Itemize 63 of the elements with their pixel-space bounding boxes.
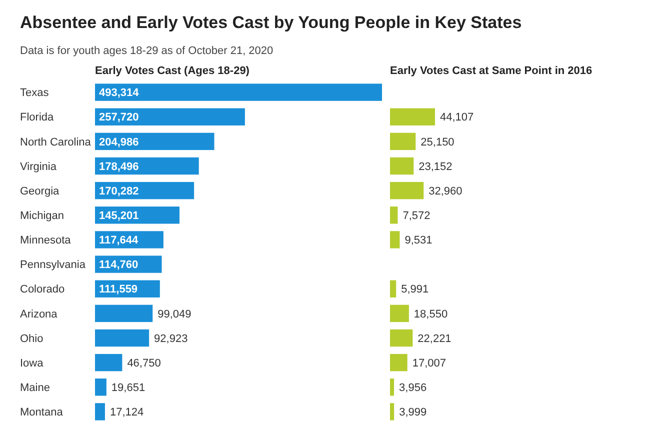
data-label: 44,107: [440, 112, 474, 124]
bar: [390, 182, 424, 200]
bar: [390, 403, 394, 420]
bar: [390, 329, 413, 347]
bar: [95, 354, 122, 372]
data-label: 3,956: [399, 382, 427, 394]
data-label: 178,496: [99, 160, 139, 173]
data-label: 117,644: [99, 234, 140, 247]
data-label: 92,923: [154, 332, 188, 345]
y-tick-label: Minnesota: [20, 234, 72, 247]
chart-title: Absentee and Early Votes Cast by Young People in Key States: [20, 13, 522, 32]
data-label: 3,999: [399, 406, 427, 419]
bar: [390, 157, 414, 175]
y-tick-label: Ohio: [20, 332, 44, 345]
bar: [95, 84, 382, 101]
data-label: 493,314: [99, 87, 140, 100]
data-label: 170,282: [99, 185, 139, 198]
bar: [95, 403, 105, 420]
data-label: 5,991: [401, 284, 429, 296]
x-axis-title: Early Votes Cast at Same Point in 2016: [390, 65, 592, 77]
data-label: 19,651: [111, 382, 146, 394]
bar: [390, 378, 394, 396]
bar: [390, 206, 398, 224]
data-label: 114,760: [99, 259, 138, 272]
y-tick-label: Virginia: [20, 160, 58, 173]
data-label: 22,221: [418, 332, 452, 345]
bar: [95, 304, 153, 322]
bar: [390, 280, 396, 298]
data-label: 23,152: [418, 160, 452, 173]
data-label: 7,572: [402, 210, 430, 222]
bar: [390, 354, 408, 372]
bar: [390, 108, 435, 126]
y-tick-label: Florida: [20, 112, 55, 124]
data-label: 32,960: [428, 185, 462, 198]
y-tick-label: Colorado: [20, 284, 65, 296]
bar: [390, 132, 416, 150]
data-label: 18,550: [414, 308, 448, 320]
data-label: 111,559: [99, 284, 138, 296]
x-axis-title: Early Votes Cast (Ages 18-29): [95, 65, 250, 77]
y-tick-label: Arizona: [20, 308, 58, 320]
y-tick-label: Georgia: [20, 185, 60, 198]
data-label: 17,007: [412, 357, 446, 370]
y-tick-label: Montana: [20, 406, 64, 419]
data-label: 257,720: [99, 112, 139, 124]
y-tick-label: Maine: [20, 382, 50, 394]
data-label: 145,201: [99, 210, 139, 222]
data-label: 46,750: [127, 357, 161, 370]
chart-subtitle: Data is for youth ages 18-29 as of October 21, 2020: [20, 45, 274, 57]
y-tick-label: North Carolina: [20, 136, 92, 148]
bar: [95, 329, 150, 347]
data-label: 9,531: [404, 234, 432, 247]
y-tick-label: Michigan: [20, 210, 64, 222]
y-tick-label: Pennsylvania: [20, 259, 86, 272]
bar: [95, 378, 106, 396]
bar: [390, 231, 400, 248]
y-tick-label: Iowa: [20, 357, 44, 370]
bar: [390, 304, 409, 322]
data-label: 204,986: [99, 136, 139, 148]
data-label: 99,049: [158, 308, 192, 320]
bar: [95, 108, 245, 126]
data-label: 17,124: [110, 406, 144, 419]
data-label: 25,150: [420, 136, 454, 148]
y-tick-label: Texas: [20, 87, 50, 100]
